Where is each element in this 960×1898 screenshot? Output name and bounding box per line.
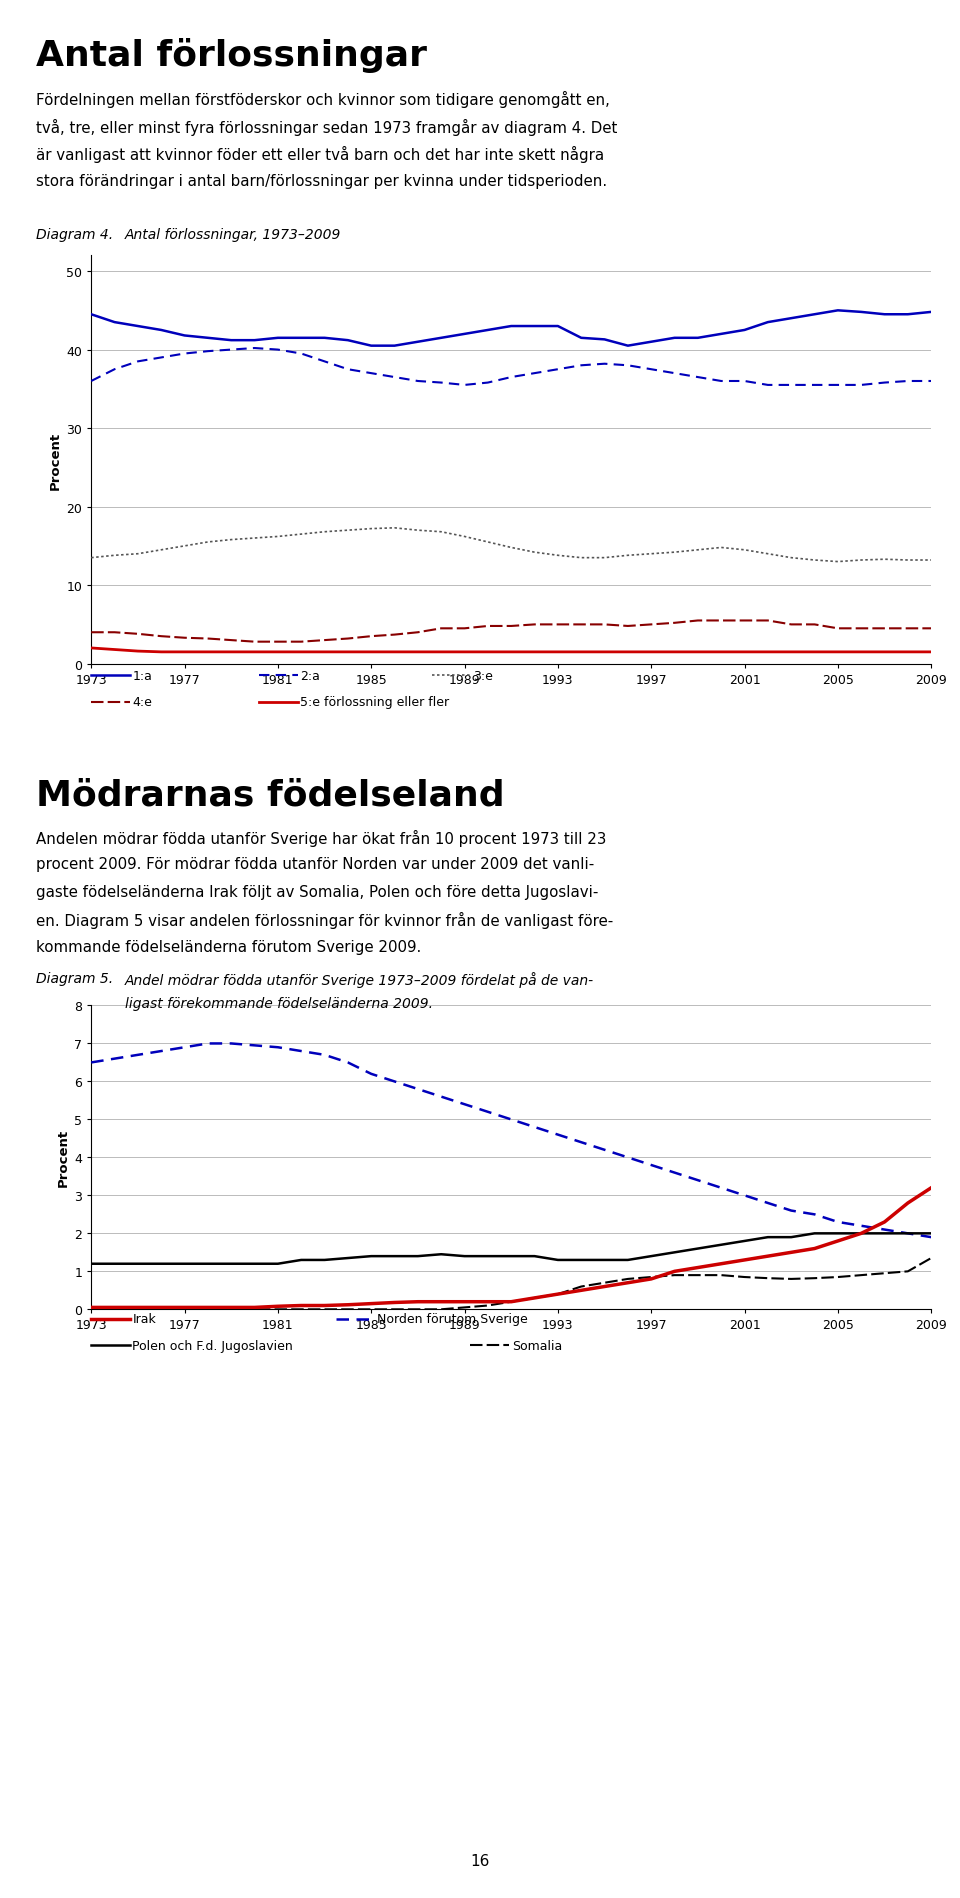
- Text: Mödrarnas födelseland: Mödrarnas födelseland: [36, 778, 505, 812]
- Text: Irak: Irak: [132, 1313, 156, 1325]
- Text: gaste födelseländerna Irak följt av Somalia, Polen och före detta Jugoslavi-: gaste födelseländerna Irak följt av Soma…: [36, 884, 599, 900]
- Y-axis label: Procent: Procent: [57, 1129, 70, 1186]
- Text: Diagram 5.: Diagram 5.: [36, 972, 113, 985]
- Text: två, tre, eller minst fyra förlossningar sedan 1973 framgår av diagram 4. Det: två, tre, eller minst fyra förlossningar…: [36, 118, 618, 135]
- Text: kommande födelseländerna förutom Sverige 2009.: kommande födelseländerna förutom Sverige…: [36, 940, 421, 955]
- Text: Somalia: Somalia: [512, 1340, 562, 1351]
- Text: Antal förlossningar, 1973–2009: Antal förlossningar, 1973–2009: [125, 228, 341, 241]
- Y-axis label: Procent: Procent: [49, 431, 62, 490]
- Text: är vanligast att kvinnor föder ett eller två barn och det har inte skett några: är vanligast att kvinnor föder ett eller…: [36, 146, 605, 163]
- Text: Antal förlossningar: Antal förlossningar: [36, 38, 427, 72]
- Text: Norden förutom Sverige: Norden förutom Sverige: [377, 1313, 528, 1325]
- Text: 3:e: 3:e: [473, 670, 493, 681]
- Text: en. Diagram 5 visar andelen förlossningar för kvinnor från de vanligast före-: en. Diagram 5 visar andelen förlossninga…: [36, 911, 613, 928]
- Text: 5:e förlossning eller fler: 5:e förlossning eller fler: [300, 697, 449, 708]
- Text: stora förändringar i antal barn/förlossningar per kvinna under tidsperioden.: stora förändringar i antal barn/förlossn…: [36, 173, 608, 188]
- Text: Andel mödrar födda utanför Sverige 1973–2009 fördelat på de van-: Andel mödrar födda utanför Sverige 1973–…: [125, 972, 594, 987]
- Text: Diagram 4.: Diagram 4.: [36, 228, 113, 241]
- Text: Andelen mödrar födda utanför Sverige har ökat från 10 procent 1973 till 23: Andelen mödrar födda utanför Sverige har…: [36, 829, 607, 847]
- Text: 4:e: 4:e: [132, 697, 153, 708]
- Text: 2:a: 2:a: [300, 670, 321, 681]
- Text: 1:a: 1:a: [132, 670, 153, 681]
- Text: ligast förekommande födelseländerna 2009.: ligast förekommande födelseländerna 2009…: [125, 996, 433, 1010]
- Text: Fördelningen mellan förstföderskor och kvinnor som tidigare genomgått en,: Fördelningen mellan förstföderskor och k…: [36, 91, 611, 108]
- Text: Polen och F.d. Jugoslavien: Polen och F.d. Jugoslavien: [132, 1340, 293, 1351]
- Text: procent 2009. För mödrar födda utanför Norden var under 2009 det vanli-: procent 2009. För mödrar födda utanför N…: [36, 858, 595, 871]
- Text: 16: 16: [470, 1852, 490, 1868]
